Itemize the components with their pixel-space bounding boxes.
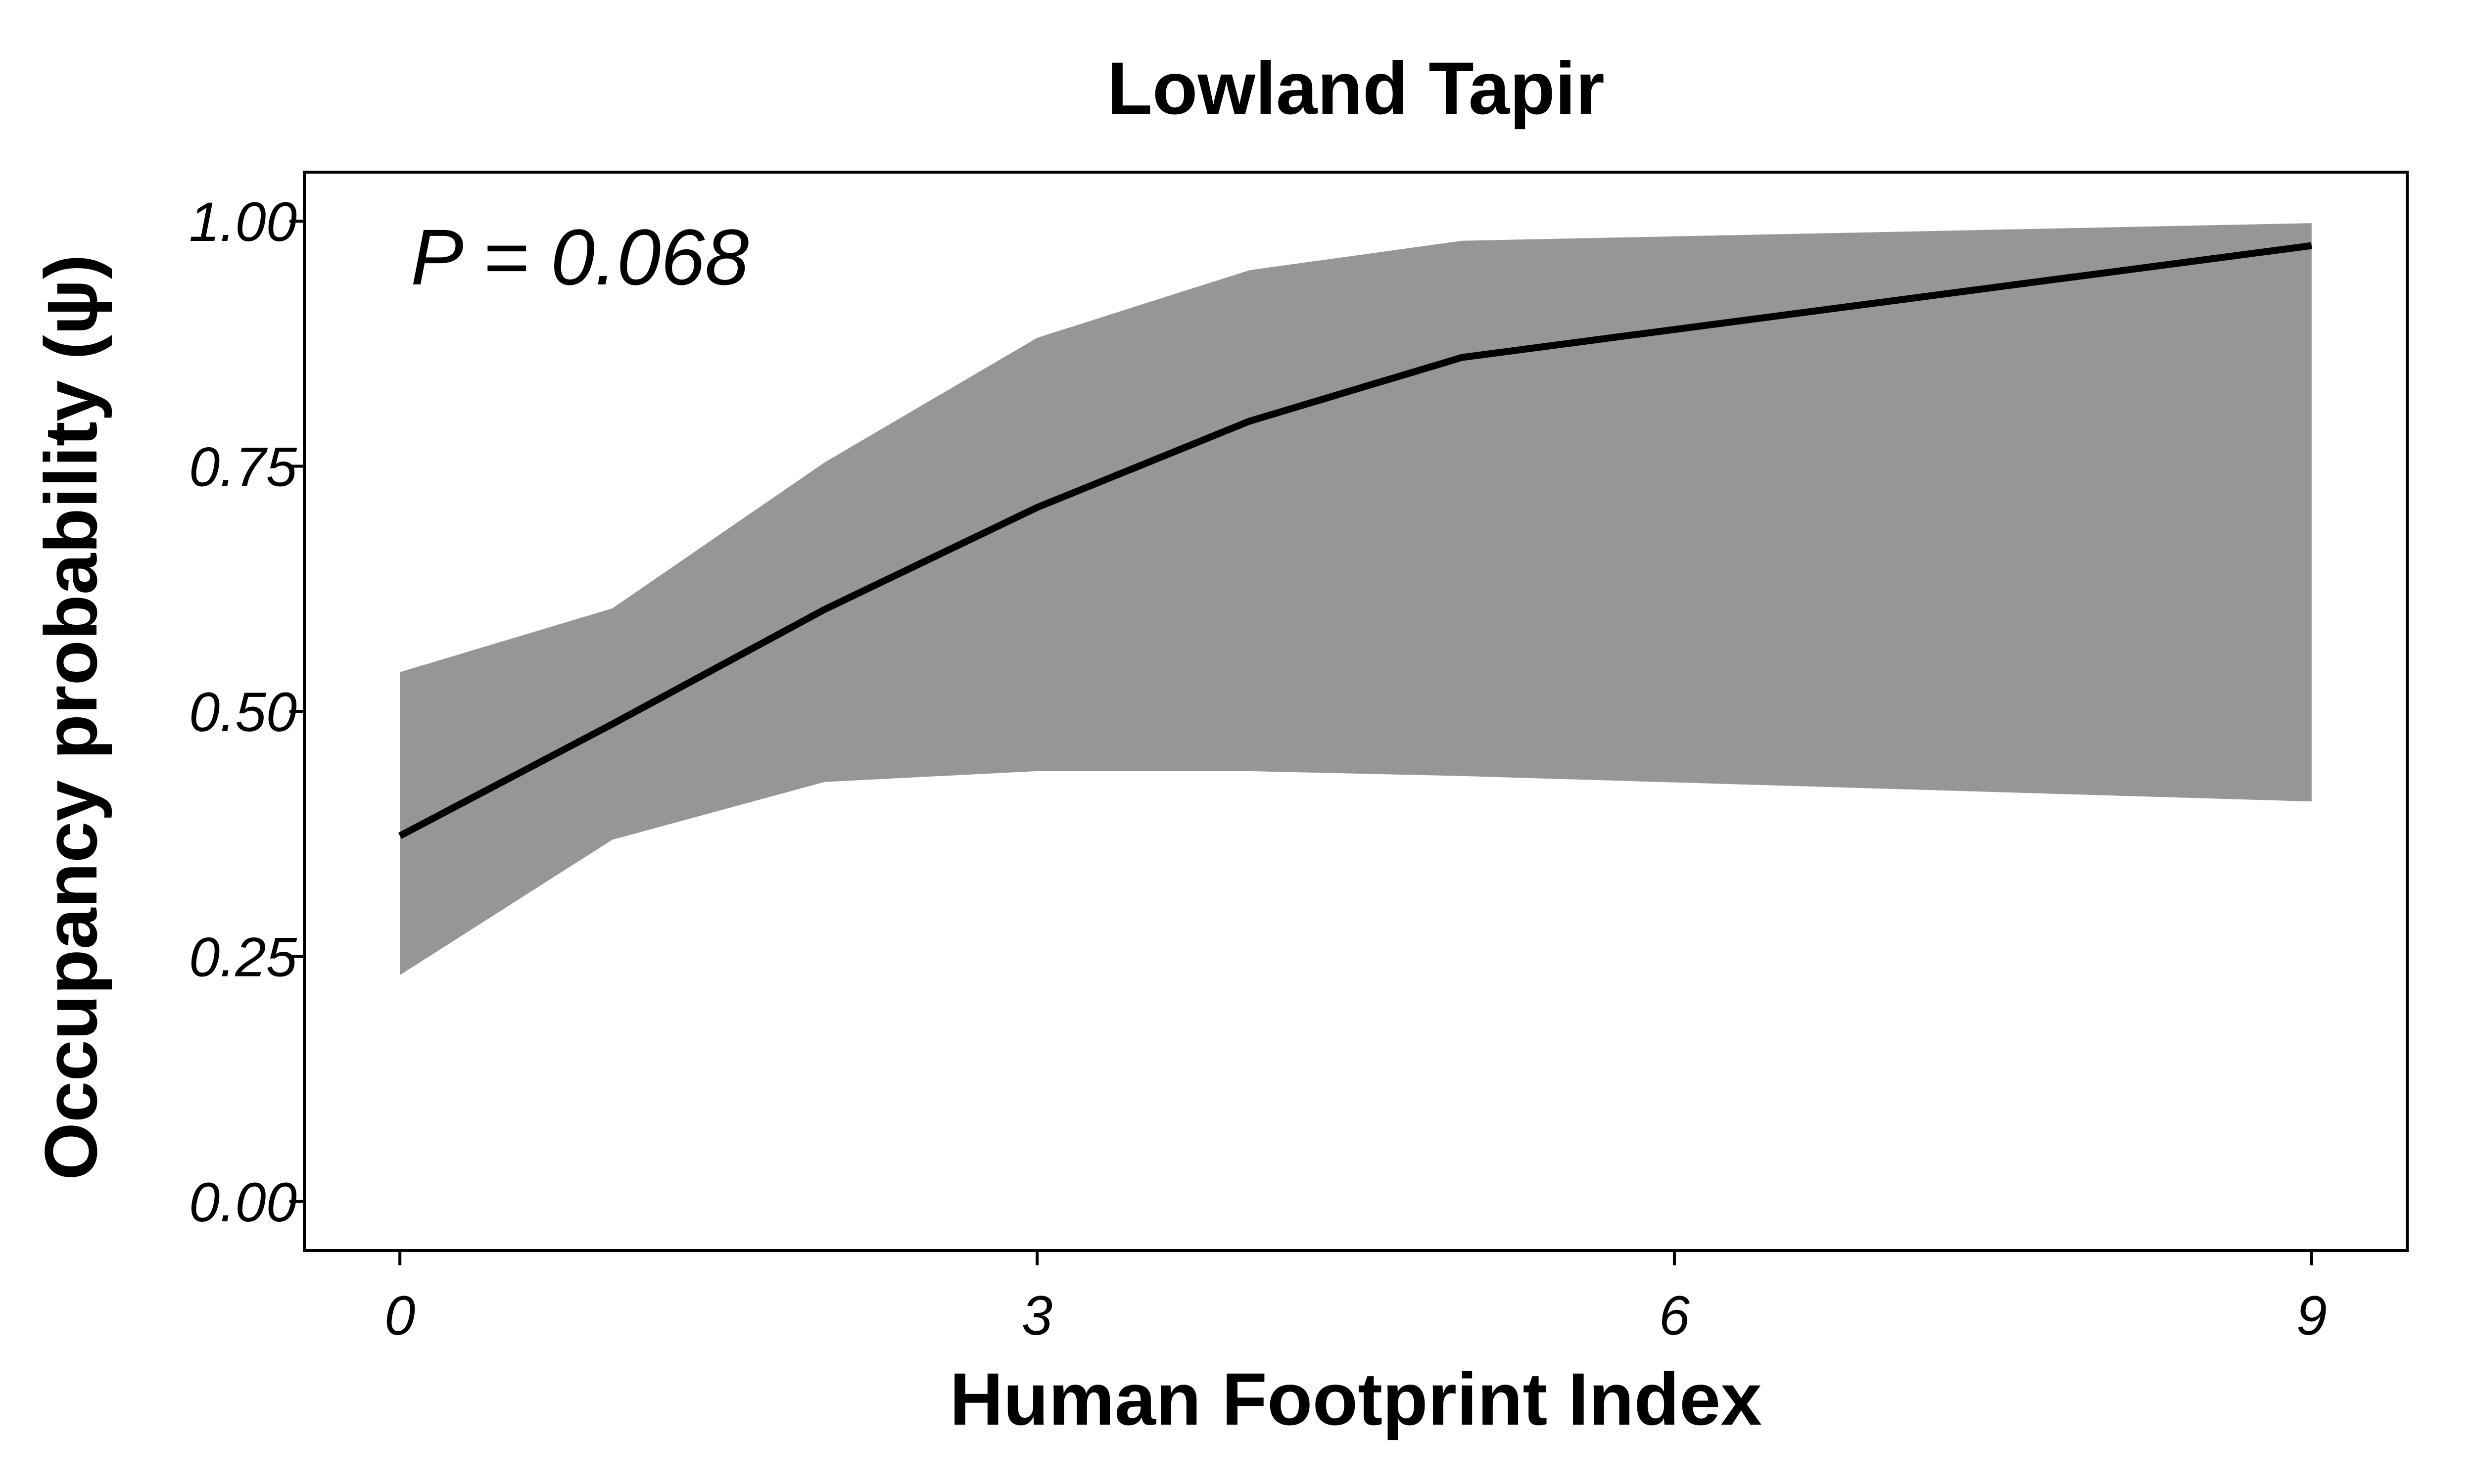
p-value-annotation: P = 0.068	[411, 213, 749, 301]
y-tick-label: 0.50	[189, 681, 297, 743]
y-axis-title: Occupancy probability (ψ)	[29, 254, 112, 1180]
x-tick-label: 0	[384, 1285, 415, 1346]
x-axis-title: Human Footprint Index	[950, 1357, 1762, 1440]
x-axis: 0 3 6 9	[384, 1251, 2327, 1346]
y-tick-label: 0.00	[189, 1171, 297, 1233]
plot-area	[398, 223, 2312, 975]
x-tick-label: 9	[2296, 1285, 2327, 1346]
x-tick-label: 6	[1659, 1285, 1690, 1346]
y-tick-label: 1.00	[189, 191, 297, 253]
y-tick-label: 0.25	[189, 926, 297, 988]
confidence-ribbon	[400, 223, 2312, 975]
x-tick-label: 3	[1022, 1285, 1052, 1346]
y-tick-label: 0.75	[189, 436, 297, 498]
chart-title: Lowland Tapir	[1107, 46, 1605, 130]
y-axis: 0.00 0.25 0.50 0.75 1.00	[189, 191, 304, 1233]
occupancy-line	[398, 242, 2312, 839]
